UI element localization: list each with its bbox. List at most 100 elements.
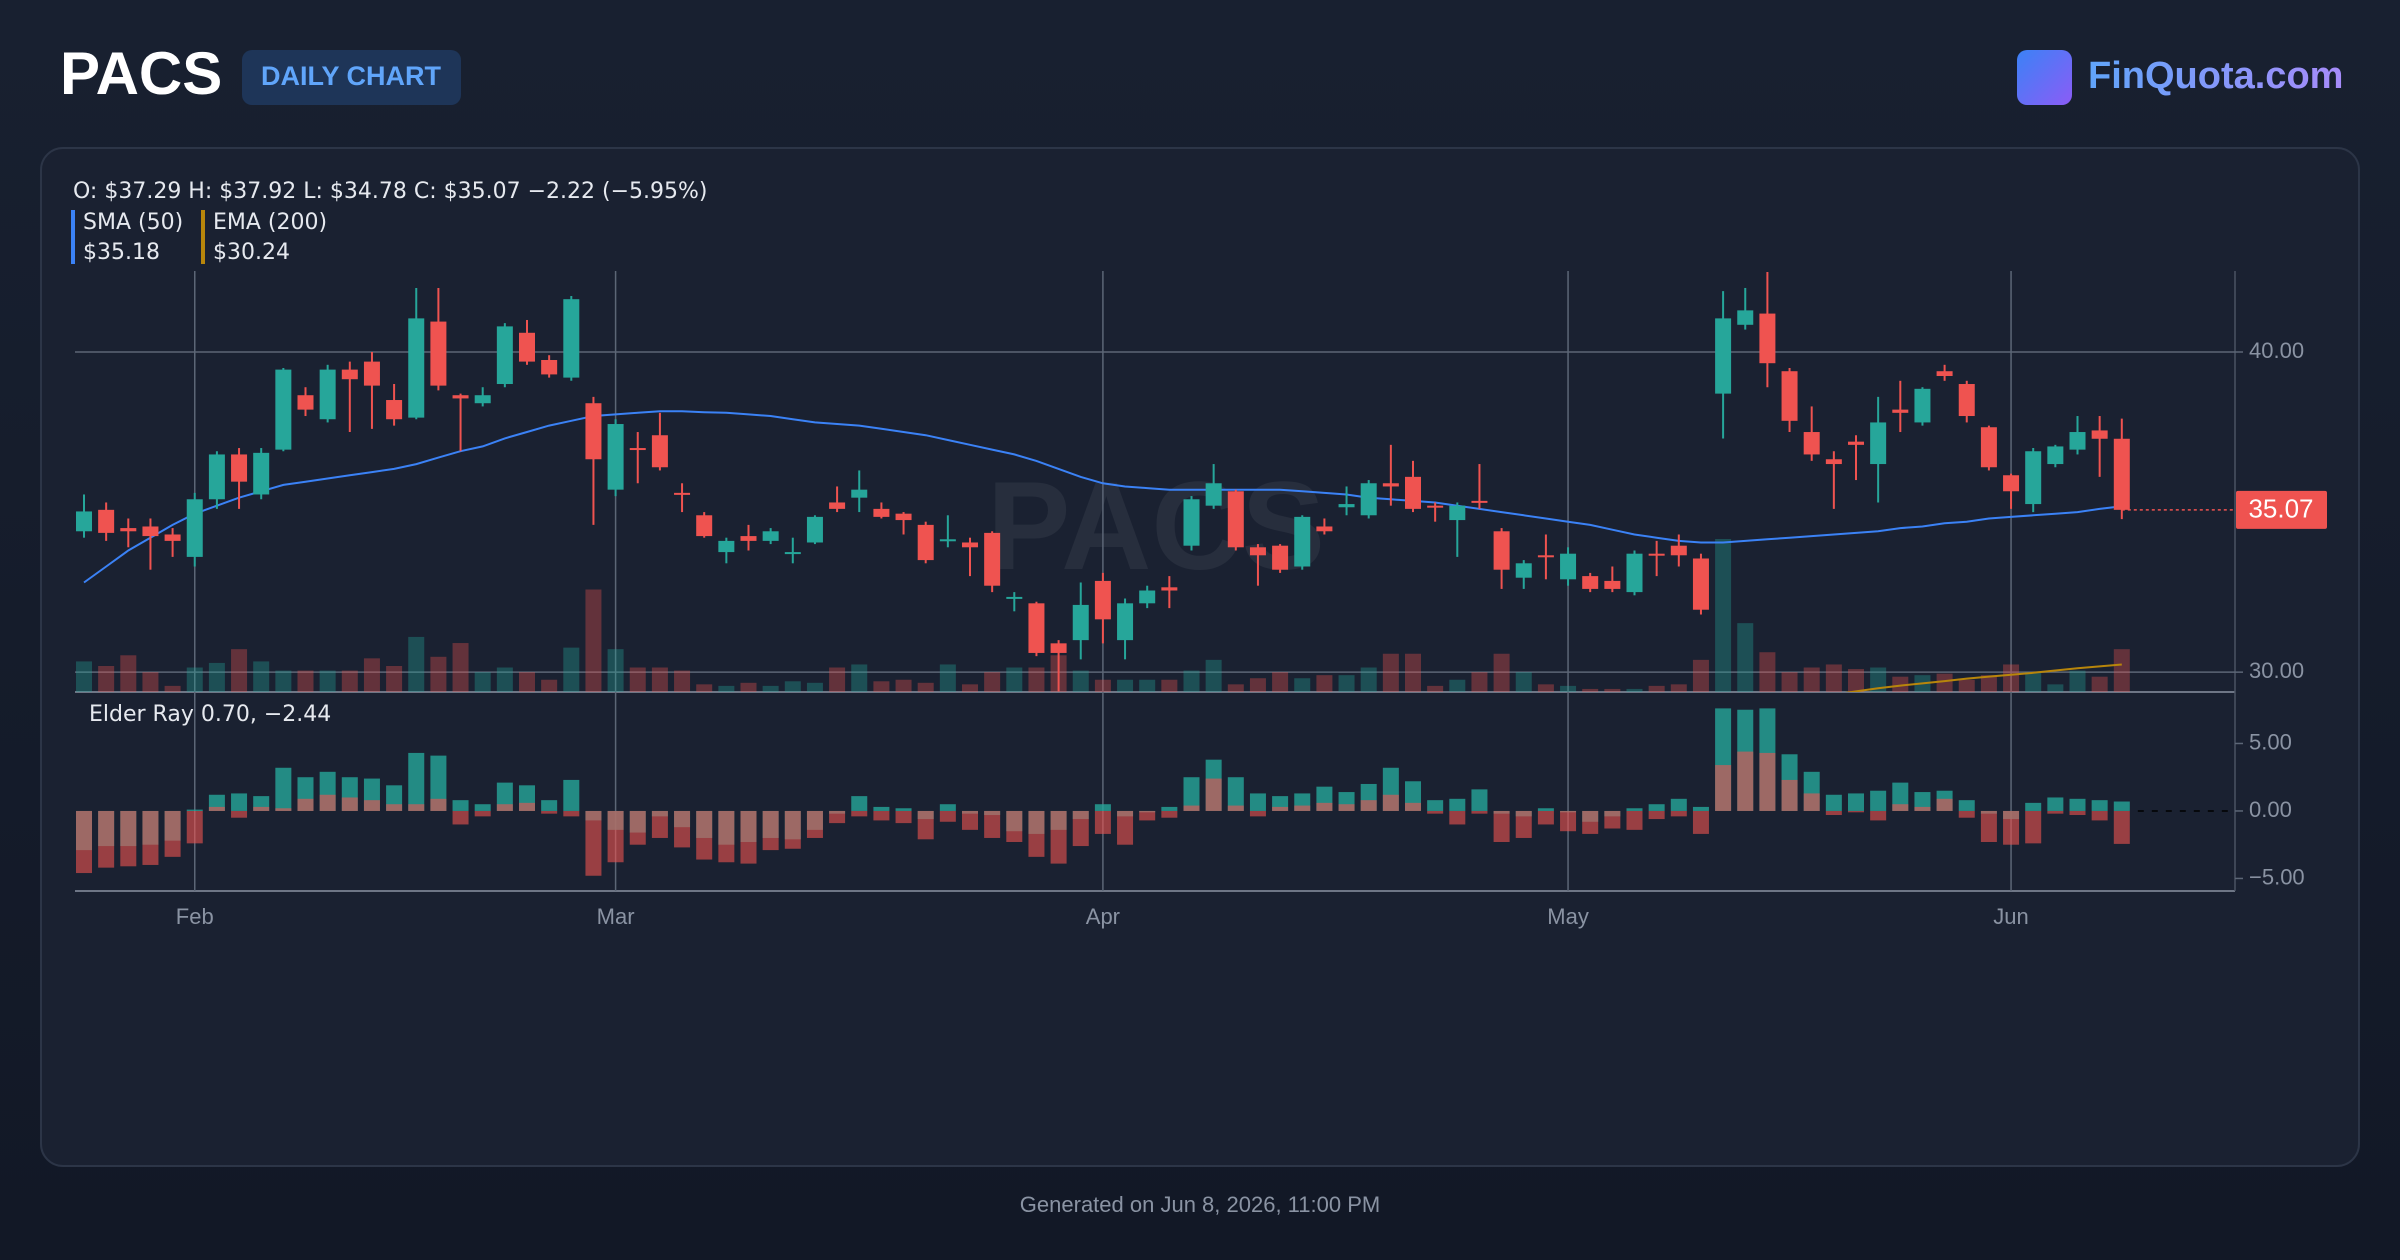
bear-power-bar (98, 810, 115, 868)
bull-power-bar (1626, 808, 1643, 811)
candle-body (651, 435, 668, 468)
bear-power-bar (2047, 810, 2064, 814)
volume-bar (2069, 670, 2086, 692)
volume-bar (1870, 667, 1887, 692)
bull-power-bar (1892, 782, 1909, 811)
volume-bar (1715, 539, 1732, 692)
bear-power-bar (186, 810, 203, 844)
volume-bar (1205, 659, 1222, 692)
volume-bar (2025, 672, 2042, 692)
bear-power-bar (253, 806, 270, 811)
bear-power-bar (1803, 793, 1820, 811)
volume-bar (1139, 679, 1156, 692)
volume-bar (1560, 685, 1577, 692)
candle-body (496, 326, 513, 385)
bear-power-bar (784, 810, 801, 849)
candle-body (1028, 603, 1045, 653)
bull-power-bar (1227, 777, 1244, 811)
candle-body (208, 454, 225, 500)
bear-power-bar (1582, 810, 1599, 834)
bear-power-bar (984, 810, 1001, 838)
candle-body (319, 369, 336, 420)
bull-power-bar (1870, 790, 1887, 811)
candle-body (2069, 432, 2086, 450)
bear-power-bar (1626, 810, 1643, 830)
volume-bar (408, 636, 425, 692)
volume-bar (1360, 667, 1377, 692)
bear-power-bar (762, 810, 779, 851)
volume-bar (1692, 659, 1709, 692)
y-tick-label: 0.00 (2249, 797, 2292, 822)
bear-power-bar (519, 802, 535, 811)
legend-value: $35.18 (83, 240, 160, 265)
volume-bar (1094, 679, 1111, 692)
volume-bar (541, 679, 558, 692)
bear-power-bar (1892, 804, 1909, 811)
volume-bar (917, 682, 934, 692)
candle-body (164, 534, 181, 541)
bear-power-bar (806, 810, 823, 838)
price-pane (76, 271, 2130, 692)
volume-bar (386, 665, 403, 692)
candle-body (1272, 545, 1289, 570)
bear-power-bar (829, 810, 846, 824)
volume-bar (1294, 678, 1311, 692)
candle-body (1715, 318, 1732, 394)
bear-power-bar (1670, 810, 1687, 817)
bull-power-bar (186, 809, 203, 811)
volume-bar (1626, 688, 1643, 692)
bear-power-bar (76, 810, 92, 874)
volume-bar (806, 682, 823, 692)
ticker-title: PACS (60, 40, 222, 107)
bull-power-bar (452, 800, 469, 811)
bear-power-bar (1825, 810, 1842, 816)
volume-bar (1028, 667, 1045, 692)
bear-power-bar (1537, 810, 1554, 825)
candle-body (629, 448, 646, 451)
bear-power-bar (452, 810, 469, 825)
bear-power-bar (1560, 810, 1577, 832)
volume-bar (696, 684, 713, 692)
bull-power-bar (851, 796, 868, 811)
brand-name[interactable]: FinQuota.com (2088, 55, 2343, 97)
bull-power-bar (1670, 798, 1687, 811)
candle-body (1980, 427, 1997, 468)
bear-power-bar (1294, 805, 1311, 811)
candle-body (1249, 547, 1266, 556)
candle-body (1936, 371, 1953, 377)
volume-bar (98, 665, 115, 692)
bear-power-bar (1781, 779, 1798, 811)
volume-bar (2047, 684, 2064, 692)
candle-body (585, 403, 602, 460)
candle-body (674, 492, 691, 495)
candle-body (563, 299, 580, 378)
bull-power-bar (1183, 777, 1200, 811)
volume-bar (164, 685, 181, 692)
bull-power-bar (1161, 806, 1178, 811)
candle-body (1914, 388, 1931, 423)
bear-power-bar (541, 810, 558, 814)
bear-power-bar (1227, 805, 1244, 811)
volume-bar (1183, 670, 1200, 692)
candle-body (2047, 446, 2064, 465)
bear-power-bar (1183, 805, 1200, 811)
bear-power-bar (297, 798, 314, 811)
bear-power-bar (1427, 810, 1444, 814)
candle-body (1405, 476, 1421, 509)
bear-power-bar (275, 808, 292, 811)
candle-body (762, 531, 779, 541)
volume-bar (873, 681, 890, 692)
bear-power-bar (2113, 810, 2130, 844)
candle-body (519, 332, 535, 362)
volume-bar (1582, 688, 1599, 692)
candle-body (1117, 603, 1134, 641)
bear-power-bar (1161, 810, 1178, 818)
volume-bar (1382, 653, 1399, 692)
candle-body (386, 400, 403, 420)
bear-power-bar (607, 810, 624, 863)
bear-power-bar (651, 810, 668, 838)
x-tick-label: Apr (1086, 904, 1120, 929)
volume-bar (2113, 649, 2130, 692)
bull-power-bar (2025, 802, 2042, 811)
candle-body (1537, 555, 1554, 558)
